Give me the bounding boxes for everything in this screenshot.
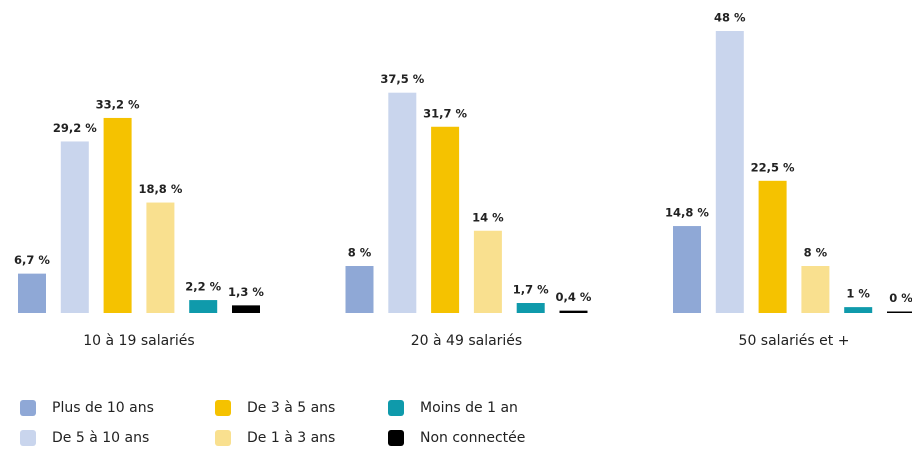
bar bbox=[559, 310, 588, 313]
bar bbox=[715, 31, 744, 313]
value-label: 29,2 % bbox=[53, 121, 97, 135]
bar bbox=[673, 226, 701, 313]
value-label: 22,5 % bbox=[751, 160, 795, 174]
category-label: 50 salariés et + bbox=[739, 333, 850, 349]
bar bbox=[60, 141, 89, 313]
value-label: 18,8 % bbox=[138, 182, 182, 196]
value-label: 2,2 % bbox=[185, 280, 221, 294]
value-label: 48 % bbox=[714, 11, 746, 25]
bar bbox=[473, 230, 502, 313]
bar bbox=[232, 305, 260, 313]
value-label: 1 % bbox=[846, 287, 870, 301]
bar bbox=[516, 303, 545, 313]
legend-swatch bbox=[20, 430, 36, 446]
value-label: 8 % bbox=[804, 246, 828, 260]
bar bbox=[18, 273, 46, 313]
legend-swatch bbox=[388, 400, 404, 416]
bar bbox=[801, 266, 830, 313]
bar bbox=[189, 300, 218, 313]
value-label: 14 % bbox=[472, 210, 504, 224]
bar bbox=[146, 202, 175, 313]
value-label: 33,2 % bbox=[96, 97, 140, 111]
legend-label: Moins de 1 an bbox=[420, 400, 518, 416]
legend-swatch bbox=[215, 400, 231, 416]
category-label: 10 à 19 salariés bbox=[83, 333, 194, 349]
bar bbox=[388, 92, 417, 313]
bar bbox=[103, 117, 132, 313]
value-label: 37,5 % bbox=[380, 72, 424, 86]
bar bbox=[758, 180, 787, 313]
bar bbox=[844, 307, 873, 313]
legend-swatch bbox=[215, 430, 231, 446]
legend-swatch bbox=[388, 430, 404, 446]
legend-label: Non connectée bbox=[420, 430, 525, 446]
value-label: 1,7 % bbox=[513, 283, 549, 297]
value-label: 0 % bbox=[889, 291, 912, 305]
value-label: 8 % bbox=[348, 246, 372, 260]
legend-swatch bbox=[20, 400, 36, 416]
bar bbox=[431, 126, 460, 313]
value-label: 6,7 % bbox=[14, 253, 50, 267]
legend-label: De 3 à 5 ans bbox=[247, 400, 335, 416]
category-label: 20 à 49 salariés bbox=[411, 333, 522, 349]
legend-label: De 5 à 10 ans bbox=[52, 430, 149, 446]
value-label: 14,8 % bbox=[665, 206, 709, 220]
value-label: 1,3 % bbox=[228, 285, 264, 299]
legend-label: De 1 à 3 ans bbox=[247, 430, 335, 446]
value-label: 0,4 % bbox=[556, 290, 592, 304]
bar bbox=[345, 266, 374, 313]
bar bbox=[887, 311, 912, 313]
value-label: 31,7 % bbox=[423, 106, 467, 120]
legend-label: Plus de 10 ans bbox=[52, 400, 154, 416]
